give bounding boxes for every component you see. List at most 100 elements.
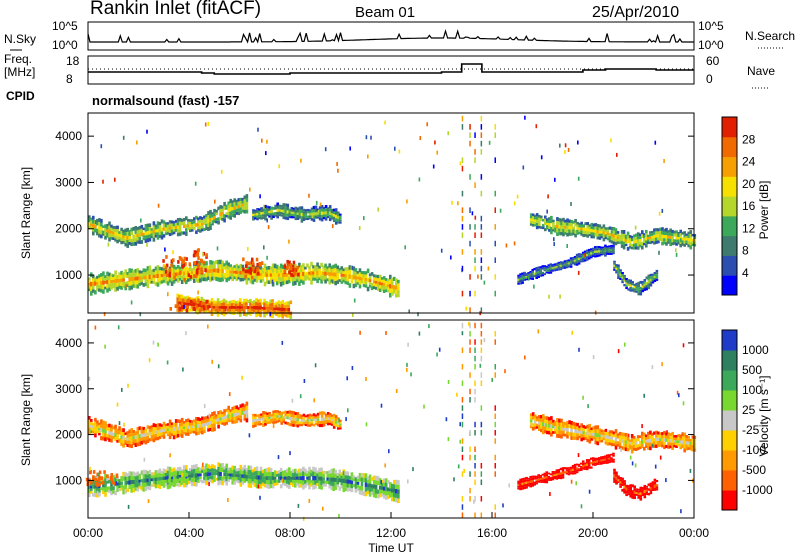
velocity-speck — [406, 368, 408, 372]
velocity-cell — [612, 459, 615, 461]
power-cell — [209, 226, 212, 230]
power-cell — [656, 274, 659, 276]
velocity-speck — [652, 365, 654, 369]
velocity-cell — [612, 455, 615, 457]
power-speck — [259, 194, 261, 198]
power-cell — [179, 271, 182, 275]
power-streak — [474, 157, 476, 163]
power-cell — [247, 269, 250, 273]
power-cell — [397, 280, 400, 284]
velocity-speck — [571, 480, 573, 484]
power-speck — [158, 204, 160, 208]
velocity-cell — [246, 410, 249, 414]
power-speck — [278, 164, 280, 168]
power-colorbar-tick: 24 — [742, 155, 756, 169]
power-speck — [167, 292, 169, 296]
power-colorbar-swatch — [722, 196, 737, 216]
power-speck — [101, 144, 103, 148]
power-cell — [215, 210, 218, 213]
power-cell — [92, 286, 95, 290]
power-streak — [481, 266, 483, 272]
velocity-speck — [227, 498, 229, 502]
power-speck — [320, 203, 322, 207]
nave-tick-top: 60 — [706, 54, 720, 68]
velocity-cell — [324, 484, 327, 487]
velocity-cell — [351, 488, 354, 492]
velocity-cell — [246, 402, 249, 406]
velocity-cell — [646, 486, 649, 488]
power-streak — [462, 191, 464, 197]
velocity-cell — [687, 436, 690, 439]
power-cell — [656, 272, 659, 274]
power-speck — [434, 141, 436, 145]
power-speck — [300, 159, 302, 163]
power-cell — [570, 266, 573, 268]
velocity-streak — [481, 430, 483, 436]
velocity-ytick-label: 1000 — [55, 473, 82, 487]
power-cell — [351, 279, 354, 283]
velocity-speck — [423, 405, 425, 409]
velocity-streak — [469, 339, 471, 345]
power-speck — [131, 301, 133, 305]
power-cell — [193, 307, 196, 311]
power-speck — [263, 205, 265, 209]
power-cell — [544, 273, 547, 275]
power-speck — [477, 275, 479, 279]
power-streak — [462, 249, 464, 255]
velocity-speck — [123, 423, 125, 427]
velocity-streak — [462, 323, 464, 329]
station-title: Rankin Inlet (fitACF) — [90, 0, 261, 19]
velocity-streak — [469, 455, 471, 461]
velocity-speck — [446, 417, 448, 421]
velocity-ytick-label: 2000 — [55, 428, 82, 442]
power-cell — [92, 216, 95, 220]
power-cell — [627, 232, 630, 236]
power-cell — [114, 270, 117, 274]
velocity-speck — [95, 326, 97, 330]
velocity-cell — [619, 486, 622, 488]
power-speck — [125, 284, 127, 288]
velocity-cell — [217, 425, 220, 429]
velocity-speck — [630, 456, 632, 460]
velocity-speck — [121, 388, 123, 392]
velocity-cell — [656, 488, 659, 490]
power-speck — [570, 202, 572, 206]
velocity-cell — [225, 464, 228, 468]
velocity-cell — [535, 483, 538, 485]
power-cell — [122, 279, 125, 282]
power-colorbar-tick: 28 — [742, 132, 756, 146]
power-speck — [548, 295, 550, 299]
power-cell — [397, 290, 400, 294]
velocity-streak — [481, 356, 483, 362]
power-streak — [469, 124, 471, 130]
velocity-speck — [366, 422, 368, 426]
power-speck — [559, 295, 561, 299]
velocity-speck — [258, 485, 260, 489]
power-cell — [102, 289, 105, 294]
velocity-speck — [117, 403, 119, 407]
power-speck — [341, 277, 343, 281]
velocity-cell — [112, 486, 115, 490]
power-cell — [621, 272, 624, 274]
power-streak — [495, 191, 497, 197]
power-cell — [169, 268, 172, 272]
velocity-cell — [137, 431, 140, 435]
nsky-trace — [88, 31, 694, 42]
velocity-streak — [474, 463, 476, 469]
power-speck — [488, 267, 490, 271]
velocity-cell — [181, 434, 184, 438]
power-streak — [481, 149, 483, 155]
power-cell — [205, 253, 208, 257]
velocity-speck — [459, 422, 461, 426]
velocity-speck — [98, 473, 100, 477]
velocity-speck — [204, 404, 206, 408]
power-speck — [208, 122, 210, 126]
power-cell — [245, 270, 248, 274]
power-cell — [242, 268, 245, 272]
velocity-speck — [448, 437, 450, 441]
power-cell — [239, 313, 242, 317]
velocity-cell — [180, 481, 183, 485]
velocity-speck — [385, 331, 387, 335]
power-cell — [318, 269, 321, 272]
